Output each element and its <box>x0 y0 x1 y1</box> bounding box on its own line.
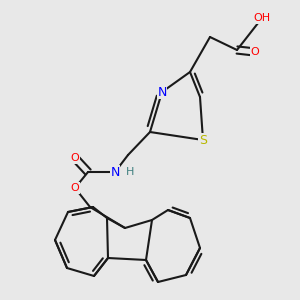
Text: N: N <box>157 85 167 98</box>
Text: O: O <box>70 183 80 193</box>
Text: OH: OH <box>254 13 271 23</box>
Text: O: O <box>70 153 80 163</box>
Text: S: S <box>199 134 207 146</box>
Text: N: N <box>110 166 120 178</box>
Text: H: H <box>126 167 134 177</box>
Text: O: O <box>250 47 260 57</box>
